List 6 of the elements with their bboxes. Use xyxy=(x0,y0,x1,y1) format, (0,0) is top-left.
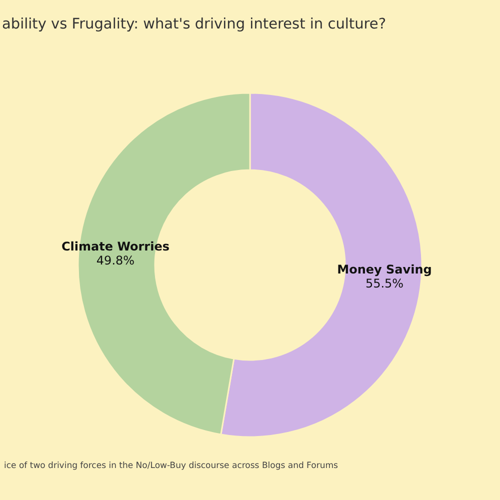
slice-label: Money Saving xyxy=(337,262,432,276)
slice-label: Climate Worries xyxy=(61,240,170,254)
chart-title: ability vs Frugality: what's driving interest in culture? xyxy=(2,16,386,32)
data-label: 49.8% xyxy=(96,254,135,268)
text: ice of two driving forces in the No/Low-Buy discourse across Blogs and Forums xyxy=(4,461,338,471)
data-label: 55.5% xyxy=(365,276,404,290)
